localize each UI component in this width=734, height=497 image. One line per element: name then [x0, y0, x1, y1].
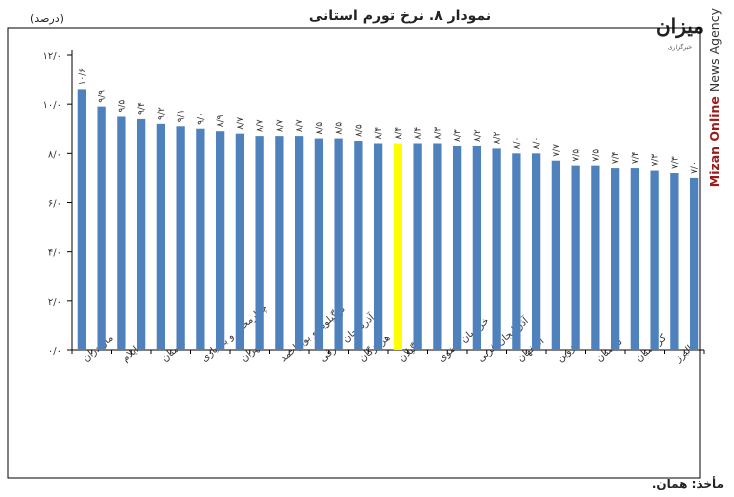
bar — [294, 136, 304, 350]
bar — [176, 126, 185, 351]
bar — [136, 118, 146, 351]
source-note: مأخذ: همان. — [651, 477, 724, 491]
data-label: ۷/۵ — [591, 149, 601, 162]
data-label: ۸/۵ — [315, 122, 325, 135]
watermark: میزان خبرگزاری Mizan Online News Agency — [650, 4, 726, 214]
bar — [551, 160, 561, 350]
watermark-sub: خبرگزاری — [667, 44, 693, 51]
data-label: ۹/۵ — [117, 100, 127, 113]
bar — [97, 106, 106, 350]
bar — [255, 136, 264, 350]
data-label: ۸/۲ — [473, 129, 483, 142]
bar — [492, 148, 501, 350]
data-label: ۹/۰ — [196, 112, 206, 125]
data-label: ۷/۴ — [611, 151, 621, 164]
bar — [610, 168, 620, 350]
data-label: ۸/۳ — [453, 129, 463, 142]
bar — [472, 145, 482, 350]
y-tick-label: ۱۰/۰ — [43, 100, 62, 111]
bar — [689, 177, 699, 350]
y-tick-label: ۲/۰ — [48, 297, 62, 308]
data-label: ۸/۹ — [216, 114, 226, 127]
data-label: ۸/۴ — [394, 127, 404, 140]
bar — [215, 131, 225, 350]
data-label: ۸/۵ — [335, 122, 345, 135]
data-label: ۹/۹ — [98, 90, 108, 103]
data-label: ۸/۳ — [433, 127, 443, 140]
bar — [334, 138, 343, 350]
bar — [156, 123, 166, 350]
data-label: ۷/۳ — [651, 154, 661, 167]
bar — [117, 116, 126, 350]
bar — [314, 138, 324, 350]
bar — [452, 145, 462, 350]
bar — [77, 89, 87, 351]
bar — [373, 143, 383, 350]
data-label: ۸/۰ — [512, 137, 522, 150]
bar — [354, 141, 363, 350]
data-label: ۹/۱ — [177, 110, 187, 123]
data-label: ۷/۷ — [552, 144, 562, 157]
data-label: ۸/۴ — [414, 127, 424, 140]
y-tick-label: ۶/۰ — [48, 199, 62, 210]
watermark-logo: میزان — [655, 14, 705, 38]
data-label: ۷/۰ — [690, 161, 700, 174]
y-tick-label: ۴/۰ — [48, 248, 62, 259]
data-label: ۸/۷ — [295, 119, 305, 132]
data-label: ۷/۴ — [631, 151, 641, 164]
bar — [235, 133, 245, 350]
data-label: ۸/۷ — [236, 117, 246, 130]
data-label: ۸/۰ — [532, 137, 542, 150]
data-label: ۷/۵ — [572, 149, 582, 162]
bar — [393, 143, 403, 350]
unit-label: (درصد) — [30, 12, 64, 25]
y-tick-label: ۱۲/۰ — [43, 51, 62, 62]
data-label: ۸/۷ — [275, 119, 285, 132]
data-label: ۱۰/۶ — [78, 68, 88, 86]
data-label: ۸/۴ — [374, 127, 384, 140]
bar — [275, 136, 284, 350]
bar — [571, 165, 580, 350]
y-tick-label: ۸/۰ — [48, 149, 62, 160]
data-label: ۹/۴ — [137, 102, 147, 115]
bar — [670, 173, 679, 350]
data-label: ۹/۲ — [157, 107, 167, 120]
bar — [433, 143, 442, 350]
data-label: ۸/۷ — [256, 119, 266, 132]
data-label: ۸/۵ — [354, 124, 364, 137]
bar — [591, 165, 600, 350]
chart-title: نمودار ۸. نرخ تورم استانی — [308, 8, 492, 24]
y-tick-label: ۰/۰ — [48, 346, 62, 357]
bar — [196, 128, 205, 350]
bar — [650, 170, 659, 350]
bar — [531, 153, 541, 350]
chart-border — [7, 27, 701, 479]
data-label: ۷/۳ — [670, 156, 680, 169]
bar — [413, 143, 422, 350]
data-label: ۸/۲ — [493, 132, 503, 145]
bar — [512, 153, 521, 350]
bar — [630, 168, 640, 350]
